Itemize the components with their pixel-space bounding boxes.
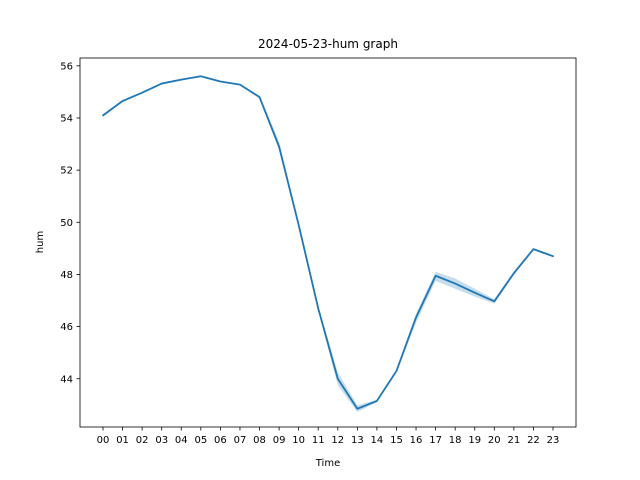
data-point-04	[180, 78, 182, 80]
x-tick-label-13: 13	[351, 435, 364, 446]
x-tick-label-18: 18	[449, 435, 462, 446]
x-tick-label-19: 19	[468, 435, 481, 446]
x-tick-label-16: 16	[410, 435, 423, 446]
data-point-03	[161, 82, 163, 84]
y-tick-label-46: 46	[60, 322, 73, 333]
y-tick-label-48: 48	[60, 270, 73, 281]
plot-area	[102, 75, 554, 413]
data-point-02	[141, 91, 143, 93]
data-point-21	[513, 272, 515, 274]
data-point-22	[532, 248, 534, 250]
data-point-09	[278, 145, 280, 147]
x-tick-label-17: 17	[429, 435, 442, 446]
data-point-12	[337, 378, 339, 380]
x-tick-label-10: 10	[292, 435, 305, 446]
data-point-00	[102, 114, 104, 116]
x-tick-label-11: 11	[312, 435, 325, 446]
x-axis-label: Time	[315, 458, 340, 469]
data-point-10	[297, 224, 299, 226]
x-tick-label-04: 04	[175, 435, 188, 446]
y-tick-label-52: 52	[60, 166, 73, 177]
data-point-13	[356, 408, 358, 410]
x-tick-label-02: 02	[136, 435, 149, 446]
data-point-19	[474, 292, 476, 294]
plot-frame	[79, 57, 577, 428]
data-point-14	[376, 400, 378, 402]
x-tick-label-09: 09	[273, 435, 286, 446]
data-point-11	[317, 307, 319, 309]
data-point-08	[258, 96, 260, 98]
data-point-06	[219, 80, 221, 82]
x-tick-label-21: 21	[508, 435, 521, 446]
data-point-05	[200, 75, 202, 77]
x-tick-label-15: 15	[390, 435, 403, 446]
data-point-18	[454, 282, 456, 284]
data-point-17	[434, 275, 436, 277]
series-0-line	[102, 75, 554, 410]
y-axis: 44 46 48 50 52 54 56	[60, 61, 80, 385]
x-tick-label-06: 06	[214, 435, 227, 446]
x-tick-label-23: 23	[547, 435, 560, 446]
x-axis: 00 01 02 03 04 05 06 07 08 09 10 11 12 13 14 15 16 17 18 19…	[97, 427, 560, 446]
x-tick-label-00: 00	[97, 435, 110, 446]
y-tick-label-56: 56	[60, 61, 73, 72]
x-tick-label-22: 22	[527, 435, 540, 446]
y-tick-label-44: 44	[60, 374, 73, 385]
data-point-15	[395, 370, 397, 372]
x-tick-label-07: 07	[234, 435, 247, 446]
x-tick-label-12: 12	[331, 435, 344, 446]
y-axis-label: hum	[35, 231, 46, 253]
chart-title: 2024-05-23-hum graph	[258, 37, 398, 51]
data-point-01	[121, 100, 123, 102]
x-tick-label-20: 20	[488, 435, 501, 446]
data-point-23	[552, 255, 554, 257]
data-point-07	[239, 83, 241, 85]
y-tick-label-50: 50	[60, 218, 73, 229]
y-tick-label-54: 54	[60, 113, 73, 124]
x-tick-label-14: 14	[371, 435, 384, 446]
x-tick-label-03: 03	[155, 435, 168, 446]
data-point-16	[415, 316, 417, 318]
data-point-20	[493, 300, 495, 302]
x-tick-label-05: 05	[194, 435, 207, 446]
x-tick-label-08: 08	[253, 435, 266, 446]
x-tick-label-01: 01	[116, 435, 129, 446]
